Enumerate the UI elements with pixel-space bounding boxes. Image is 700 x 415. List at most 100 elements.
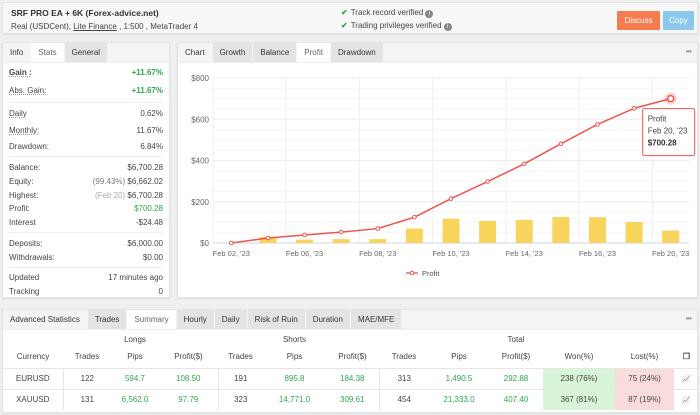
balance-row: Balance: $6,700.28 (9, 163, 163, 172)
table-cell: 309.61 (326, 388, 379, 410)
profit-point (631, 106, 637, 111)
column-header: Lost(%) (630, 352, 659, 362)
gain-row: Gain : +11.67% (9, 68, 163, 77)
profit-point (412, 214, 417, 220)
y-tick-label: $600 (191, 115, 209, 124)
profit-bar (442, 218, 460, 243)
profit-point (485, 179, 490, 184)
abs-gain-value: +11.67% (131, 86, 163, 95)
gain-label[interactable]: Gain : (9, 68, 32, 77)
more-icon[interactable]: ••• (685, 47, 692, 56)
drawdown-row: Drawdown: 6.84% (9, 142, 163, 151)
tab-chart[interactable]: Chart (185, 48, 205, 57)
profit-bar (515, 219, 533, 243)
broker-link[interactable]: Lite Finance (73, 22, 117, 31)
table-cell: 238 (76%) (543, 367, 615, 389)
chart-icon[interactable]: 📈 (674, 367, 699, 389)
account-details: , 1:500 , MetaTrader 4 (116, 22, 198, 31)
profit-bar (625, 221, 643, 243)
tracking-row: Tracking 0 (9, 287, 163, 296)
tab-hourly[interactable]: Hourly (176, 310, 214, 329)
advanced-tabs: Advanced Statistics Trades Summary Hourl… (3, 310, 697, 330)
verified-label: Trading privileges verified (350, 21, 442, 30)
track-record-verified: ✔ Track record verified i (341, 8, 434, 18)
group-longs: Longs (124, 334, 146, 344)
deposits-value: $6,000.00 (127, 239, 163, 248)
account-title: SRF PRO EA + 6K (Forex-advice.net) (11, 8, 159, 18)
updated-label: Updated (9, 273, 40, 282)
table-cell: 367 (81%) (543, 388, 615, 410)
daily-label[interactable]: Daily (9, 109, 27, 118)
abs-gain-row: Abs. Gain: +11.67% (9, 86, 163, 95)
deposits-label: Deposits: (9, 239, 43, 248)
info-icon[interactable]: i (443, 23, 452, 31)
tab-summary[interactable]: Summary (127, 310, 176, 329)
abs-gain-label[interactable]: Abs. Gain: (9, 86, 47, 95)
profit-label: Profit: (9, 204, 30, 213)
copy-button[interactable]: Copy (663, 11, 694, 30)
table-cell: XAUUSD (3, 388, 63, 410)
highest-value: $6,700.28 (127, 191, 163, 200)
monthly-value: 11.67% (136, 126, 163, 135)
account-type: Real (USDCent), (11, 22, 74, 31)
profit-bar (588, 217, 606, 243)
profit-point (338, 229, 344, 235)
column-header: Profit($) (501, 352, 531, 362)
profit-bar (552, 217, 570, 243)
tab-growth[interactable]: Growth (212, 43, 253, 62)
table-cell: 87 (19%) (615, 388, 674, 410)
table-cell: 97.79 (159, 388, 218, 410)
balance-value: $6,700.28 (127, 163, 163, 172)
legend-label[interactable]: Profit (422, 269, 440, 278)
tab-risk-of-ruin[interactable]: Risk of Ruin (247, 310, 305, 329)
withdrawals-label: Withdrawals: (9, 253, 55, 262)
discuss-button[interactable]: Discuss (617, 11, 660, 30)
daily-row: Daily 0.62% (9, 109, 163, 118)
tab-balance[interactable]: Balance (253, 43, 297, 62)
withdrawals-row: Withdrawals: $0.00 (9, 253, 163, 262)
daily-value: 0.62% (140, 109, 163, 118)
check-icon: ✔ (341, 21, 348, 30)
copy-table-icon[interactable]: ❐ (682, 352, 691, 362)
tab-general[interactable]: General (64, 43, 108, 62)
updated-row: Updated 17 minutes ago (9, 273, 163, 282)
updated-value: 17 minutes ago (108, 273, 163, 282)
group-shorts: Shorts (282, 334, 307, 344)
tab-stats[interactable]: Stats (31, 43, 64, 62)
interest-label: Interest (9, 218, 36, 227)
profit-point (229, 240, 234, 246)
monthly-row: Monthly: 11.67% (9, 126, 163, 135)
legend-marker-icon (409, 270, 415, 276)
x-tick-label: Feb 14, '23 (506, 249, 543, 258)
profit-bar (369, 239, 387, 243)
tab-mae-mfe[interactable]: MAE/MFE (350, 310, 402, 329)
profit-chart: $0 $200 $400 $600 $800 Feb 02, '23 Feb 06, '23… (191, 74, 696, 278)
x-tick-label: Feb 06, '23 (286, 249, 323, 258)
x-tick-label: Feb 20, '23 (652, 249, 689, 258)
table-cell: EURUSD (3, 367, 63, 389)
monthly-label[interactable]: Monthly: (9, 126, 40, 135)
tracking-label: Tracking (9, 287, 40, 296)
y-tick-label: $200 (191, 198, 209, 207)
profit-bar (662, 230, 680, 243)
info-icon[interactable]: i (425, 10, 434, 18)
tab-duration[interactable]: Duration (305, 310, 350, 329)
table-cell: 594.7 (111, 367, 159, 389)
tab-drawdown[interactable]: Drawdown (330, 43, 383, 62)
table-cell: 1,490.5 (429, 367, 489, 389)
chart-icon[interactable]: 📈 (674, 388, 699, 410)
equity-value: $6,662.02 (127, 177, 163, 186)
more-icon[interactable]: ••• (685, 314, 692, 323)
group-header-row: Longs Shorts Total (3, 332, 699, 346)
profit-value: $700.28 (134, 204, 163, 213)
column-header: Trades (74, 352, 100, 362)
tab-daily[interactable]: Daily (214, 310, 247, 329)
tab-profit[interactable]: Profit (297, 43, 330, 62)
advanced-statistics-panel: Advanced Statistics Trades Summary Hourl… (2, 309, 699, 413)
deposits-row: Deposits: $6,000.00 (9, 239, 163, 248)
tab-info[interactable]: Info (10, 48, 24, 57)
divider (9, 102, 163, 103)
tab-trades[interactable]: Trades (87, 310, 127, 329)
column-header-row: Currency Trades Pips Profit($) Trades Pips Pro… (3, 346, 699, 368)
x-tick-label: Feb 10, '23 (432, 249, 469, 258)
